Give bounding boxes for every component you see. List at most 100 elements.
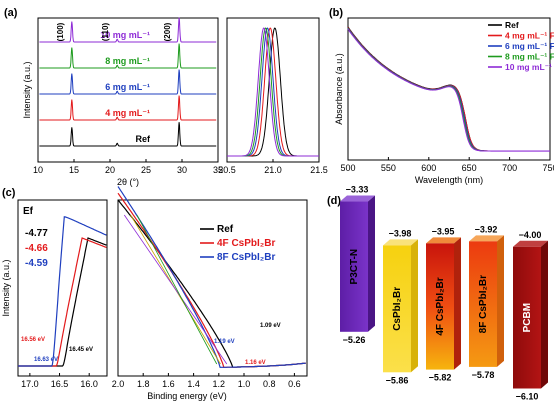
x-axis-label: 2θ (°)	[117, 177, 139, 187]
x-axis-label: Wavelength (nm)	[415, 175, 483, 185]
legend-label: Ref	[217, 224, 234, 235]
x-tick-label: 35	[213, 165, 223, 175]
plot-frame	[347, 17, 551, 161]
panel-label: (d)	[327, 195, 341, 207]
series-line	[39, 95, 217, 121]
inset-series-line	[227, 27, 319, 157]
x-tick-label: 10	[33, 165, 43, 175]
layer-block	[383, 245, 411, 373]
panel-label: (c)	[2, 187, 16, 199]
x-tick-label: 16.0	[80, 379, 98, 389]
cutoff-label: 16.45 eV	[69, 347, 93, 353]
series-label: 6 mg mL⁻¹	[105, 82, 150, 92]
series-line	[347, 28, 550, 152]
tangent-line	[136, 214, 218, 365]
legend-label: 10 mg mL⁻¹ FABr	[505, 62, 554, 72]
ef-value: -4.66	[25, 243, 48, 254]
panel-c: (c) Intensity (a.u.) 17.0 16.5 16.0 Ef -4.77 -4…	[1, 186, 308, 401]
x-tick-label: 650	[462, 163, 477, 173]
layer-top-face	[383, 239, 418, 246]
level-bottom-label: −5.86	[386, 375, 409, 385]
x-tick-label: 25	[141, 165, 151, 175]
plot-frame-right	[117, 199, 308, 377]
series-line	[117, 192, 306, 368]
level-top-label: −3.33	[346, 185, 369, 195]
ef-label: Ef	[23, 206, 34, 217]
peak-label: (200)	[163, 22, 172, 41]
x-tick-label: 0.6	[288, 379, 301, 389]
level-bottom-label: −5.26	[343, 335, 366, 345]
series-line	[39, 69, 217, 95]
x-tick-label: 700	[502, 163, 517, 173]
series-line	[117, 186, 306, 369]
plot-frame	[37, 17, 219, 163]
x-tick-label: 1.2	[213, 379, 226, 389]
x-axis-label: Binding energy (eV)	[147, 391, 227, 401]
cutoff-label: 16.63 eV	[34, 357, 58, 363]
level-bottom-label: −6.10	[516, 392, 539, 402]
peak-label: (100)	[56, 22, 65, 41]
series-label: 4 mg mL⁻¹	[105, 108, 150, 118]
layer-side-face	[454, 237, 461, 370]
layer-name: 4F CsPbI₂Br	[435, 277, 446, 335]
x-tick-label: 1.0	[238, 379, 251, 389]
layer-name: PCBM	[522, 303, 533, 332]
layer-side-face	[368, 195, 375, 332]
onset-label: 1.16 eV	[245, 360, 266, 366]
x-tick-label: 550	[381, 163, 396, 173]
x-tick-label: 750	[542, 163, 554, 173]
onset-label: 1.19 eV	[214, 339, 235, 345]
level-top-label: −3.92	[475, 224, 498, 234]
level-top-label: −4.00	[519, 230, 542, 240]
panel-a: (a) 10 15 20 25 30 35 2θ (°) Intensity (a.u.) Ref…	[4, 7, 223, 187]
level-bottom-label: −5.82	[429, 373, 452, 383]
layer-block	[513, 246, 541, 389]
panel-b: (b) 500 550 600 650 700 750 Wavelength (nm) Abso…	[329, 7, 554, 185]
layer-name: P3CT-N	[349, 249, 360, 285]
x-tick-label: 0.8	[263, 379, 276, 389]
cutoff-label: 16.56 eV	[21, 337, 45, 343]
x-tick-label: 30	[177, 165, 187, 175]
legend-label: 8 mg mL⁻¹ FABr	[505, 52, 554, 62]
panel-label: (a)	[4, 7, 18, 19]
series-line	[39, 17, 217, 43]
x-tick-label: 16.5	[51, 379, 69, 389]
legend-label: 6 mg mL⁻¹ FABr	[505, 41, 554, 51]
y-axis-label: Intensity (a.u.)	[1, 259, 11, 316]
series-label: 8 mg mL⁻¹	[105, 56, 150, 66]
y-axis-label: Intensity (a.u.)	[22, 61, 32, 118]
layer-top-face	[513, 240, 548, 247]
x-tick-label: 21.5	[310, 165, 328, 175]
ef-value: -4.77	[25, 228, 48, 239]
inset-series-line	[227, 27, 319, 157]
series-line	[39, 122, 217, 147]
x-tick-label: 20	[105, 165, 115, 175]
x-tick-label: 1.6	[162, 379, 175, 389]
x-tick-label: 20.5	[218, 165, 236, 175]
layer-side-face	[541, 240, 548, 389]
peak-label: (110)	[101, 23, 110, 42]
panel-d: (d) P3CT-N −3.33 −5.26 CsPbI₂Br −3.98 −5.86 4F …	[327, 185, 548, 402]
layer-block	[469, 241, 497, 367]
legend-label: 8F CsPbI₂Br	[217, 252, 275, 263]
layer-side-face	[411, 239, 418, 373]
level-bottom-label: −5.78	[472, 370, 495, 380]
layer-side-face	[497, 235, 504, 367]
series-line	[18, 216, 107, 367]
plot-frame-left	[17, 199, 108, 377]
x-tick-label: 17.0	[21, 379, 39, 389]
legend-label: 4F CsPbI₂Br	[217, 238, 275, 249]
layer-block	[426, 243, 454, 370]
ef-value: -4.59	[25, 258, 48, 269]
onset-label: 1.09 eV	[260, 323, 281, 329]
layer-name: 8F CsPbI₂Br	[478, 275, 489, 333]
panel-label: (b)	[329, 7, 343, 19]
series-line	[39, 43, 217, 69]
layer-top-face	[426, 237, 461, 244]
layer-block	[340, 201, 368, 332]
tangent-line	[123, 214, 228, 365]
x-tick-label: 1.4	[187, 379, 200, 389]
legend-label: 4 mg mL⁻¹ FABr	[505, 31, 554, 41]
y-axis-label: Absorbance (a.u.)	[334, 53, 344, 125]
